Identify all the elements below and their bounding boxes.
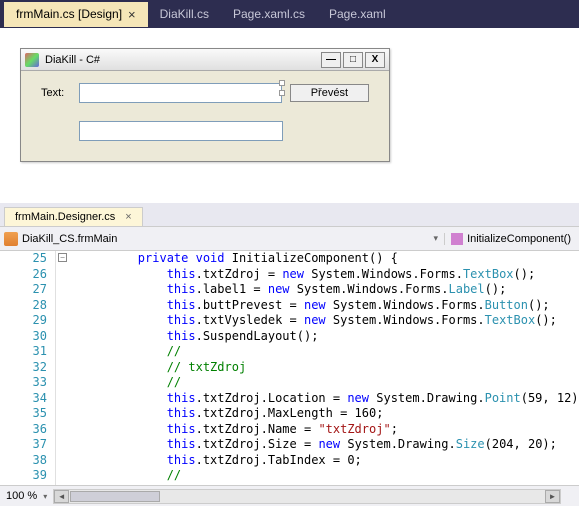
line-number: 31 [0, 344, 47, 360]
code-line[interactable]: this.txtZdroj.Size = new System.Drawing.… [80, 437, 579, 453]
line-number: 35 [0, 406, 47, 422]
winforms-preview: DiaKill - C# — □ X Text: Převést [20, 48, 390, 162]
maximize-button[interactable]: □ [343, 52, 363, 68]
class-name: DiaKill_CS.frmMain [22, 233, 117, 245]
designer-surface: DiaKill - C# — □ X Text: Převést [0, 28, 579, 203]
navigation-bar: DiaKill_CS.frmMain ▾ InitializeComponent… [0, 227, 579, 251]
line-number: 28 [0, 298, 47, 314]
line-number: 29 [0, 313, 47, 329]
minimize-button[interactable]: — [321, 52, 341, 68]
code-line[interactable]: this.label1 = new System.Windows.Forms.L… [80, 282, 579, 298]
txtzdroj-textbox[interactable] [79, 83, 282, 103]
method-selector[interactable]: InitializeComponent() [444, 233, 579, 245]
method-name: InitializeComponent() [467, 233, 571, 245]
code-line[interactable]: private void InitializeComponent() { [80, 251, 579, 267]
line-number: 32 [0, 360, 47, 376]
document-tab[interactable]: Page.xaml [317, 2, 398, 26]
code-line[interactable]: this.SuspendLayout(); [80, 329, 579, 345]
window-title: DiaKill - C# [45, 54, 321, 66]
line-gutter: − 252627282930313233343536373839 [0, 251, 56, 485]
file-tabs: frmMain.Designer.cs × [0, 203, 579, 227]
text-label: Text: [41, 87, 71, 99]
line-number: 38 [0, 453, 47, 469]
line-number: 37 [0, 437, 47, 453]
class-icon [4, 232, 18, 246]
code-line[interactable]: // [80, 344, 579, 360]
close-icon[interactable]: × [128, 7, 136, 22]
code-line[interactable]: // [80, 468, 579, 484]
code-line[interactable]: this.txtZdroj.Location = new System.Draw… [80, 391, 579, 407]
code-line[interactable]: this.txtZdroj = new System.Windows.Forms… [80, 267, 579, 283]
titlebar: DiaKill - C# — □ X [21, 49, 389, 71]
close-button[interactable]: X [365, 52, 385, 68]
scroll-left-button[interactable]: ◄ [54, 490, 69, 503]
code-line[interactable]: this.txtZdroj.TabIndex = 0; [80, 453, 579, 469]
line-number: 36 [0, 422, 47, 438]
window-buttons: — □ X [321, 52, 385, 68]
document-tab[interactable]: frmMain.cs [Design]× [4, 2, 148, 27]
line-number: 34 [0, 391, 47, 407]
fold-minus-icon[interactable]: − [58, 253, 67, 262]
form-body: Text: Převést [21, 71, 389, 161]
document-tab[interactable]: Page.xaml.cs [221, 2, 317, 26]
line-number: 26 [0, 267, 47, 283]
code-line[interactable]: // [80, 375, 579, 391]
tab-label: frmMain.Designer.cs [15, 211, 115, 223]
line-number: 39 [0, 468, 47, 484]
code-line[interactable]: // txtZdroj [80, 360, 579, 376]
line-number: 27 [0, 282, 47, 298]
zoom-level: 100 % [0, 490, 43, 502]
line-number: 30 [0, 329, 47, 345]
document-tabs: frmMain.cs [Design]×DiaKill.csPage.xaml.… [0, 0, 579, 28]
code-line[interactable]: this.buttPrevest = new System.Windows.Fo… [80, 298, 579, 314]
code-line[interactable]: this.txtZdroj.Name = "txtZdroj"; [80, 422, 579, 438]
prevest-button[interactable]: Převést [290, 84, 369, 102]
code-editor: − 252627282930313233343536373839 private… [0, 251, 579, 485]
close-icon[interactable]: × [125, 211, 131, 223]
resize-handle[interactable] [279, 90, 285, 96]
class-selector[interactable]: DiaKill_CS.frmMain [0, 232, 428, 246]
line-number: 25 [0, 251, 47, 267]
code-line[interactable]: this.txtVysledek = new System.Windows.Fo… [80, 313, 579, 329]
scroll-right-button[interactable]: ► [545, 490, 560, 503]
resize-handle[interactable] [279, 80, 285, 86]
scroll-thumb[interactable] [70, 491, 160, 502]
code-content[interactable]: private void InitializeComponent() { thi… [56, 251, 579, 485]
method-icon [451, 233, 463, 245]
form-row: Text: Převést [41, 83, 369, 103]
line-number: 33 [0, 375, 47, 391]
txtvysledek-textbox[interactable] [79, 121, 283, 141]
horizontal-scrollbar[interactable]: ◄ ► [53, 489, 561, 504]
status-bar: 100 % ▾ ◄ ► [0, 485, 579, 506]
zoom-dropdown-icon[interactable]: ▾ [43, 492, 47, 501]
chevron-down-icon[interactable]: ▾ [428, 233, 445, 244]
designer-file-tab[interactable]: frmMain.Designer.cs × [4, 207, 143, 226]
code-line[interactable]: this.txtZdroj.MaxLength = 160; [80, 406, 579, 422]
document-tab[interactable]: DiaKill.cs [148, 2, 221, 26]
app-icon [25, 53, 39, 67]
